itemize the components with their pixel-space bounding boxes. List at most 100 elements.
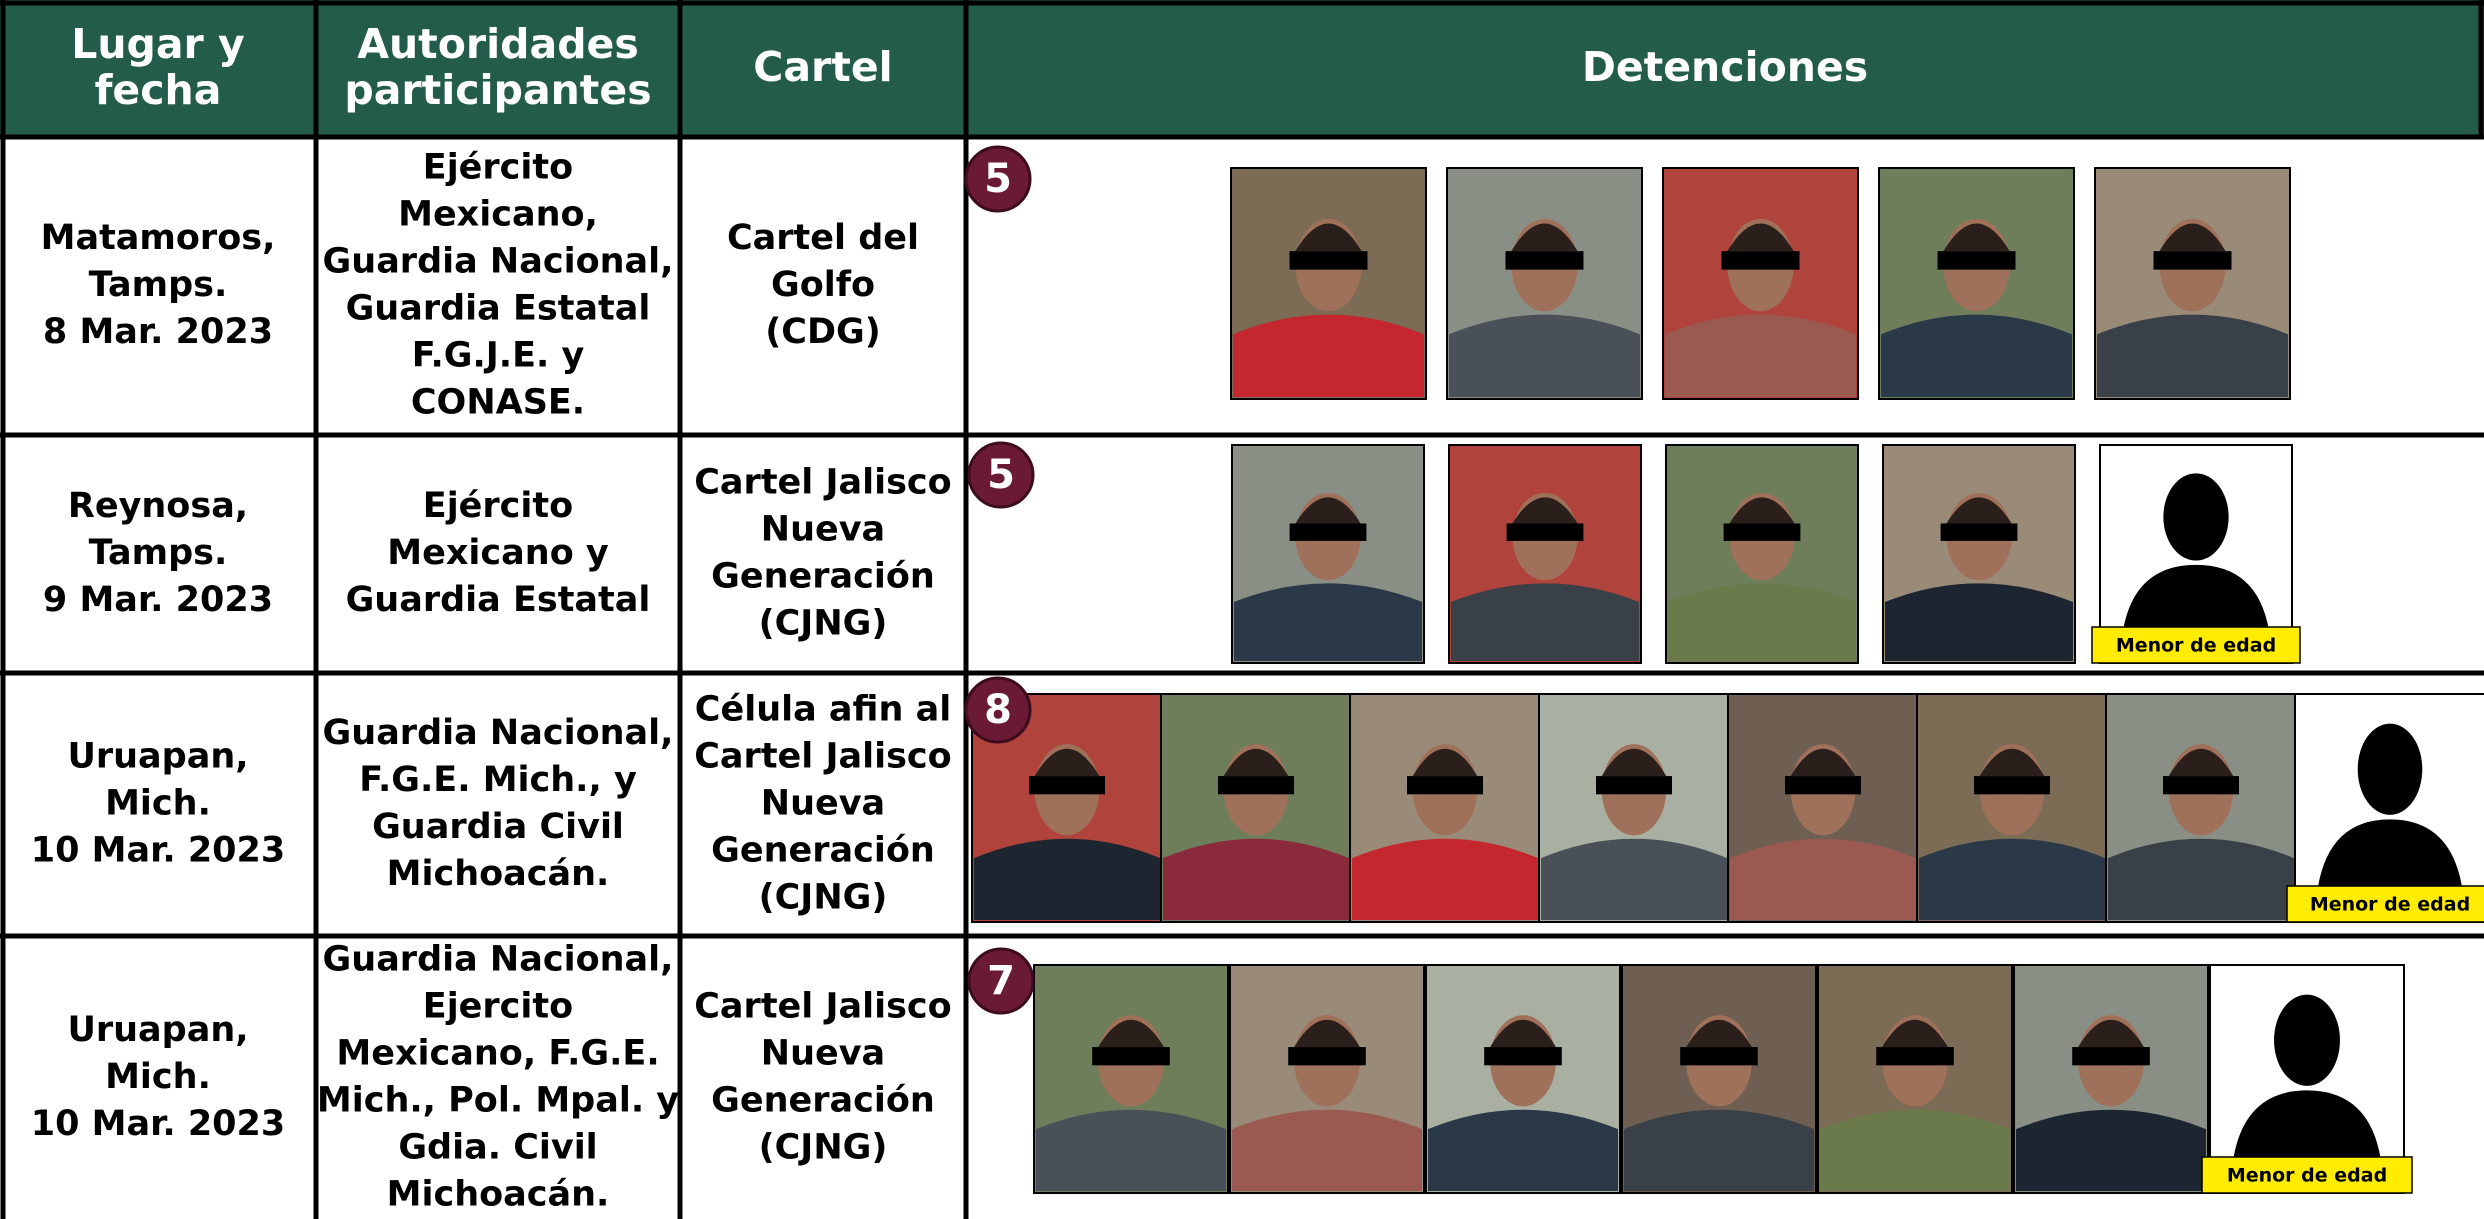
photo-hair bbox=[1943, 223, 2010, 252]
photo-hair bbox=[2168, 748, 2234, 777]
detainee-photo bbox=[1448, 444, 1642, 664]
silhouette-body bbox=[2123, 564, 2269, 631]
photo-body bbox=[1449, 314, 1640, 397]
cartel-text: (CDG) bbox=[765, 312, 880, 352]
header-cell: participantes bbox=[344, 66, 651, 114]
photo-hair bbox=[1512, 497, 1578, 524]
authorities-text: Guardia Nacional, bbox=[323, 242, 674, 282]
detainee-photo bbox=[1878, 167, 2075, 400]
eye-bar bbox=[1506, 523, 1584, 541]
place-text: Mich. bbox=[105, 1057, 211, 1097]
minor-photo: Menor de edad bbox=[2201, 964, 2413, 1194]
place-text: 9 Mar. 2023 bbox=[43, 580, 273, 620]
header-cell: Autoridades bbox=[357, 20, 639, 68]
minor-label-bg bbox=[2091, 626, 2301, 664]
eye-bar bbox=[1940, 523, 2018, 541]
photo-body bbox=[2097, 314, 2288, 397]
detainee-photo bbox=[1160, 693, 1352, 923]
place-text: Mich. bbox=[105, 784, 211, 824]
photo-hair bbox=[1295, 223, 1362, 252]
detainee-photo bbox=[1446, 167, 1643, 400]
detainee-photo bbox=[2013, 964, 2209, 1194]
eye-bar bbox=[1680, 1047, 1758, 1066]
authorities-text: Guardia Civil bbox=[372, 807, 624, 847]
eye-bar bbox=[1974, 776, 2050, 795]
photo-body bbox=[1624, 1109, 1814, 1191]
detainee-photo bbox=[1230, 167, 1427, 400]
authorities-text: Mexicano y bbox=[387, 533, 609, 573]
detainee-photo bbox=[1727, 693, 1919, 923]
authorities-text: Ejército bbox=[423, 486, 573, 526]
eye-bar bbox=[1288, 1047, 1366, 1066]
photo-body bbox=[1234, 583, 1422, 661]
detainee-photo bbox=[1229, 964, 1425, 1194]
authorities-text: Mexicano, bbox=[398, 195, 598, 235]
photo-hair bbox=[2078, 1019, 2144, 1048]
authorities-text: Gdia. Civil bbox=[398, 1128, 597, 1168]
photo-hair bbox=[1295, 497, 1361, 524]
photo-body bbox=[974, 838, 1160, 920]
photo-hair bbox=[1223, 748, 1289, 777]
photo-hair bbox=[1490, 1019, 1556, 1048]
place-text: 10 Mar. 2023 bbox=[31, 1104, 286, 1144]
authorities-text: Ejercito bbox=[423, 987, 573, 1027]
count-number: 5 bbox=[987, 452, 1015, 498]
authorities-text: F.G.E. Mich., y bbox=[359, 760, 637, 800]
photo-hair bbox=[1979, 748, 2045, 777]
silhouette-head bbox=[2274, 994, 2340, 1086]
photo-body bbox=[1451, 583, 1639, 661]
cartel-text: (CJNG) bbox=[759, 1128, 888, 1168]
eye-bar bbox=[1029, 776, 1105, 795]
photo-body bbox=[2108, 838, 2294, 920]
minor-label-bg bbox=[2286, 885, 2484, 923]
minor-label: Menor de edad bbox=[2310, 894, 2470, 916]
photo-hair bbox=[1034, 748, 1100, 777]
detainee-photo bbox=[1662, 167, 1859, 400]
cartel-text: Cartel del bbox=[727, 218, 919, 258]
photo-body bbox=[1665, 314, 1856, 397]
count-badge bbox=[967, 441, 1035, 509]
detainee-photo bbox=[1882, 444, 2076, 664]
authorities-text: Michoacán. bbox=[387, 1175, 610, 1215]
detainee-photo bbox=[1349, 693, 1541, 923]
authorities-text: Guardia Nacional, bbox=[323, 940, 674, 980]
silhouette-body bbox=[2233, 1090, 2381, 1159]
place-text: 8 Mar. 2023 bbox=[43, 312, 273, 352]
cartel-text: Célula afin al bbox=[695, 690, 951, 730]
detainee-photo bbox=[1538, 693, 1730, 923]
cartel-text: Generación bbox=[711, 831, 935, 871]
authorities-text: Michoacán. bbox=[387, 854, 610, 894]
photo-body bbox=[1233, 314, 1424, 397]
silhouette-head bbox=[2163, 473, 2229, 561]
detainee-photo bbox=[1425, 964, 1621, 1194]
photo-body bbox=[1352, 838, 1538, 920]
authorities-text: Guardia Estatal bbox=[346, 289, 651, 329]
cartel-text: Golfo bbox=[771, 265, 875, 305]
authorities-text: F.G.J.E. y bbox=[412, 336, 585, 376]
place-text: Uruapan, bbox=[67, 1010, 248, 1050]
authorities-text: Mich., Pol. Mpal. y bbox=[317, 1081, 679, 1121]
minor-label-bg bbox=[2201, 1156, 2413, 1194]
cartel-text: (CJNG) bbox=[759, 878, 888, 918]
photo-hair bbox=[1098, 1019, 1164, 1048]
count-number: 8 bbox=[984, 687, 1012, 733]
eye-bar bbox=[1596, 776, 1672, 795]
photo-body bbox=[1820, 1109, 2010, 1191]
photo-hair bbox=[2159, 223, 2226, 252]
photo-body bbox=[1541, 838, 1727, 920]
eye-bar bbox=[1289, 251, 1368, 270]
detainee-photo bbox=[2105, 693, 2297, 923]
authorities-text: Guardia Estatal bbox=[346, 580, 651, 620]
photo-body bbox=[1036, 1109, 1226, 1191]
detainee-photo bbox=[1033, 964, 1229, 1194]
place-text: Reynosa, bbox=[68, 486, 248, 526]
eye-bar bbox=[2072, 1047, 2150, 1066]
eye-bar bbox=[1092, 1047, 1170, 1066]
photo-hair bbox=[1412, 748, 1478, 777]
count-number: 5 bbox=[984, 156, 1012, 202]
photo-hair bbox=[1511, 223, 1578, 252]
eye-bar bbox=[2153, 251, 2232, 270]
eye-bar bbox=[1721, 251, 1800, 270]
photo-hair bbox=[1882, 1019, 1948, 1048]
